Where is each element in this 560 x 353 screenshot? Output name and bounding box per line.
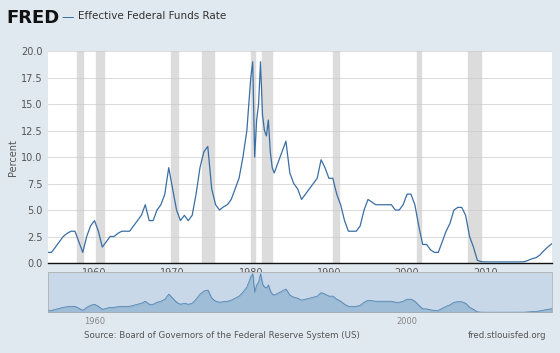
Bar — [417, 51, 421, 263]
Text: Source: Board of Governors of the Federal Reserve System (US): Source: Board of Governors of the Federa… — [84, 331, 360, 340]
Bar — [333, 51, 339, 263]
Text: FRED: FRED — [7, 9, 60, 27]
Bar — [251, 51, 255, 263]
Bar — [171, 51, 179, 263]
Y-axis label: Percent: Percent — [8, 139, 18, 175]
Text: —: — — [62, 11, 74, 24]
Bar — [202, 51, 214, 263]
Text: fred.stlouisfed.org: fred.stlouisfed.org — [468, 331, 546, 340]
Bar — [263, 51, 272, 263]
Text: Effective Federal Funds Rate: Effective Federal Funds Rate — [78, 11, 227, 21]
Text: .: . — [46, 9, 50, 23]
Bar — [468, 51, 481, 263]
Bar — [77, 51, 83, 263]
Bar — [96, 51, 104, 263]
